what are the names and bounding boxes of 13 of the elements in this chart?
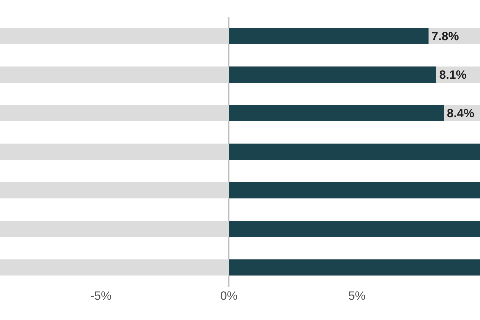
data-label: 7.8% [432, 29, 460, 44]
bar [229, 28, 429, 44]
bar [229, 66, 436, 83]
bar [229, 144, 480, 160]
x-tick-label: -5% [90, 289, 112, 303]
data-label: 8.4% [447, 106, 475, 120]
x-tick-label: 5% [348, 289, 366, 303]
x-tick-label: 0% [220, 289, 238, 303]
bar [229, 260, 480, 276]
bar [229, 221, 480, 238]
data-label: 8.1% [439, 68, 468, 82]
bar [229, 182, 480, 199]
bar [229, 105, 444, 122]
